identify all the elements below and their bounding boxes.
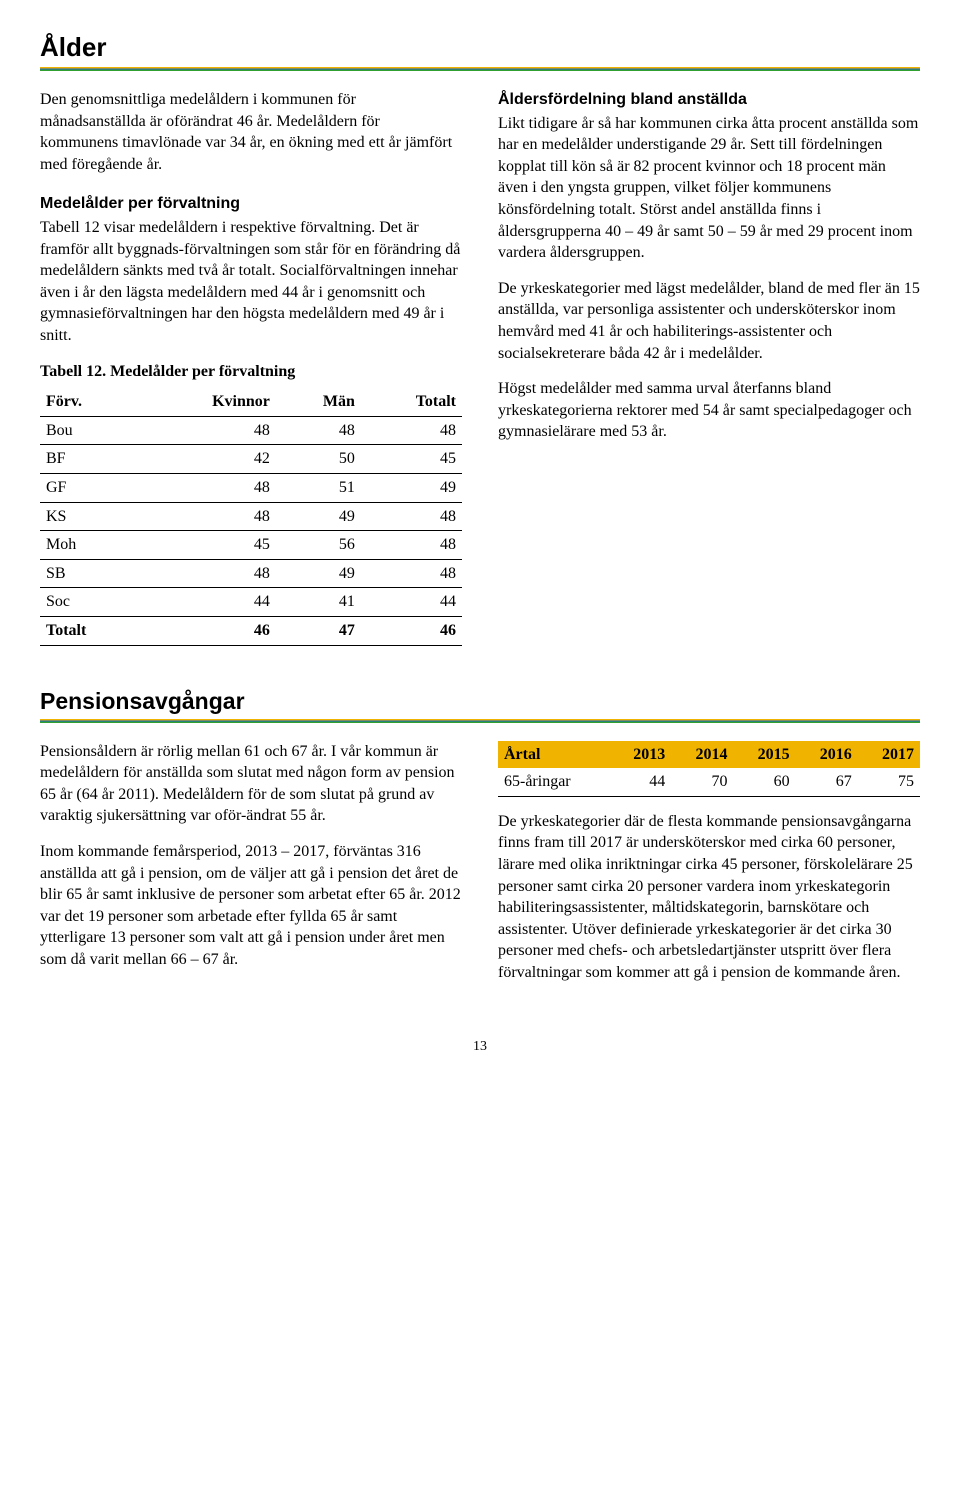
col-header: Män — [276, 388, 361, 416]
cell: 48 — [361, 559, 462, 588]
col-header: 2013 — [609, 741, 671, 769]
cell: 56 — [276, 531, 361, 560]
cell: 48 — [361, 502, 462, 531]
cell: 49 — [361, 474, 462, 503]
table-row: BF425045 — [40, 445, 462, 474]
cell: 44 — [141, 588, 276, 617]
table-row: 65-åringar 44 70 60 67 75 — [498, 768, 920, 796]
cell: 48 — [141, 559, 276, 588]
cell: 46 — [361, 616, 462, 645]
table-row: SB484948 — [40, 559, 462, 588]
table-header-row: Årtal 2013 2014 2015 2016 2017 — [498, 741, 920, 769]
cell: 42 — [141, 445, 276, 474]
table-row: Soc444144 — [40, 588, 462, 617]
cell: 48 — [361, 531, 462, 560]
cell: Moh — [40, 531, 141, 560]
cell: 48 — [141, 474, 276, 503]
paragraph: Inom kommande femårsperiod, 2013 – 2017,… — [40, 841, 462, 971]
cell: 50 — [276, 445, 361, 474]
table-caption: Tabell 12. Medelålder per förvaltning — [40, 363, 295, 380]
cell: 75 — [858, 768, 920, 796]
paragraph: Tabell 12 visar medelåldern i respektive… — [40, 217, 462, 347]
paragraph: Likt tidigare år så har kommunen cirka å… — [498, 113, 920, 264]
table-row: Bou484848 — [40, 416, 462, 445]
col-header: 2017 — [858, 741, 920, 769]
paragraph: Den genomsnittliga medelåldern i kommune… — [40, 89, 462, 175]
right-column: Årtal 2013 2014 2015 2016 2017 65-åringa… — [498, 741, 920, 998]
table-row: KS484948 — [40, 502, 462, 531]
table-row: GF485149 — [40, 474, 462, 503]
cell: 67 — [796, 768, 858, 796]
left-column: Den genomsnittliga medelåldern i kommune… — [40, 89, 462, 645]
paragraph: Högst medelålder med samma urval återfan… — [498, 378, 920, 443]
left-column: Pensionsåldern är rörlig mellan 61 och 6… — [40, 741, 462, 998]
two-column-layout: Den genomsnittliga medelåldern i kommune… — [40, 89, 920, 645]
subheading: Medelålder per förvaltning — [40, 193, 462, 215]
paragraph: De yrkeskategorier där de flesta kommand… — [498, 811, 920, 984]
cell: KS — [40, 502, 141, 531]
cell: 44 — [609, 768, 671, 796]
cell: 70 — [671, 768, 733, 796]
page-number: 13 — [40, 1038, 920, 1057]
right-column: Åldersfördelning bland anställda Likt ti… — [498, 89, 920, 645]
cell: 47 — [276, 616, 361, 645]
cell: Soc — [40, 588, 141, 617]
paragraph: Pensionsåldern är rörlig mellan 61 och 6… — [40, 741, 462, 827]
cell: 48 — [361, 416, 462, 445]
cell: 49 — [276, 559, 361, 588]
table-header-row: Förv. Kvinnor Män Totalt — [40, 388, 462, 416]
cell: 60 — [733, 768, 795, 796]
paragraph: De yrkeskategorier med lägst medelålder,… — [498, 278, 920, 364]
cell: 48 — [141, 502, 276, 531]
table-total-row: Totalt464746 — [40, 616, 462, 645]
col-header: Totalt — [361, 388, 462, 416]
cell: SB — [40, 559, 141, 588]
table-row: Moh455648 — [40, 531, 462, 560]
cell: 45 — [361, 445, 462, 474]
cell: Totalt — [40, 616, 141, 645]
two-column-layout: Pensionsåldern är rörlig mellan 61 och 6… — [40, 741, 920, 998]
cell: 49 — [276, 502, 361, 531]
cell: Bou — [40, 416, 141, 445]
subheading: Åldersfördelning bland anställda — [498, 89, 920, 111]
cell: 44 — [361, 588, 462, 617]
section-heading-alder: Ålder — [40, 30, 920, 65]
cell: GF — [40, 474, 141, 503]
cell: 51 — [276, 474, 361, 503]
col-header: Kvinnor — [141, 388, 276, 416]
col-header: 2015 — [733, 741, 795, 769]
cell: BF — [40, 445, 141, 474]
heading-rule — [40, 719, 920, 723]
table-medelalder: Förv. Kvinnor Män Totalt Bou484848BF4250… — [40, 388, 462, 645]
cell: 65-åringar — [498, 768, 609, 796]
cell: 46 — [141, 616, 276, 645]
section-heading-pension: Pensionsavgångar — [40, 686, 920, 717]
table-artal: Årtal 2013 2014 2015 2016 2017 65-åringa… — [498, 741, 920, 797]
col-header: Förv. — [40, 388, 141, 416]
col-header: 2014 — [671, 741, 733, 769]
cell: 41 — [276, 588, 361, 617]
col-header: Årtal — [498, 741, 609, 769]
cell: 48 — [141, 416, 276, 445]
heading-rule — [40, 67, 920, 71]
cell: 48 — [276, 416, 361, 445]
cell: 45 — [141, 531, 276, 560]
col-header: 2016 — [796, 741, 858, 769]
